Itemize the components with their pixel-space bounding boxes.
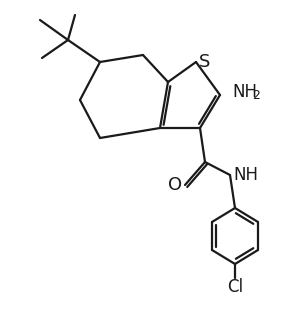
Text: NH: NH [233, 166, 258, 184]
Text: NH: NH [232, 83, 257, 101]
Text: Cl: Cl [227, 278, 243, 296]
Text: S: S [199, 53, 210, 71]
Text: 2: 2 [252, 89, 260, 101]
Text: O: O [168, 176, 182, 194]
